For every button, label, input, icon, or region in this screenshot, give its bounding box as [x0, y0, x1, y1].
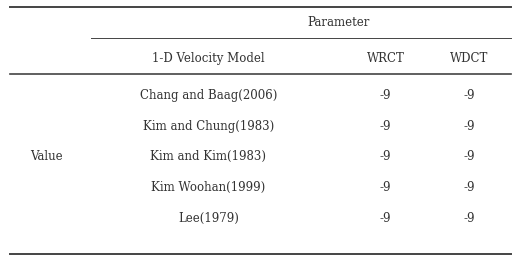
Text: -9: -9 — [463, 181, 475, 194]
Text: -9: -9 — [380, 181, 391, 194]
Text: -9: -9 — [463, 120, 475, 133]
Text: Chang and Baag(2006): Chang and Baag(2006) — [140, 89, 277, 102]
Text: Kim Woohan(1999): Kim Woohan(1999) — [151, 181, 266, 194]
Text: Value: Value — [31, 150, 63, 163]
Text: 1-D Velocity Model: 1-D Velocity Model — [152, 52, 265, 65]
Text: Kim and Chung(1983): Kim and Chung(1983) — [143, 120, 274, 133]
Text: Parameter: Parameter — [307, 16, 370, 29]
Text: -9: -9 — [380, 150, 391, 163]
Text: -9: -9 — [463, 150, 475, 163]
Text: -9: -9 — [380, 89, 391, 102]
Text: Lee(1979): Lee(1979) — [178, 212, 239, 225]
Text: -9: -9 — [463, 212, 475, 225]
Text: -9: -9 — [463, 89, 475, 102]
Text: Kim and Kim(1983): Kim and Kim(1983) — [151, 150, 266, 163]
Text: -9: -9 — [380, 212, 391, 225]
Text: WRCT: WRCT — [367, 52, 404, 65]
Text: WDCT: WDCT — [450, 52, 488, 65]
Text: -9: -9 — [380, 120, 391, 133]
